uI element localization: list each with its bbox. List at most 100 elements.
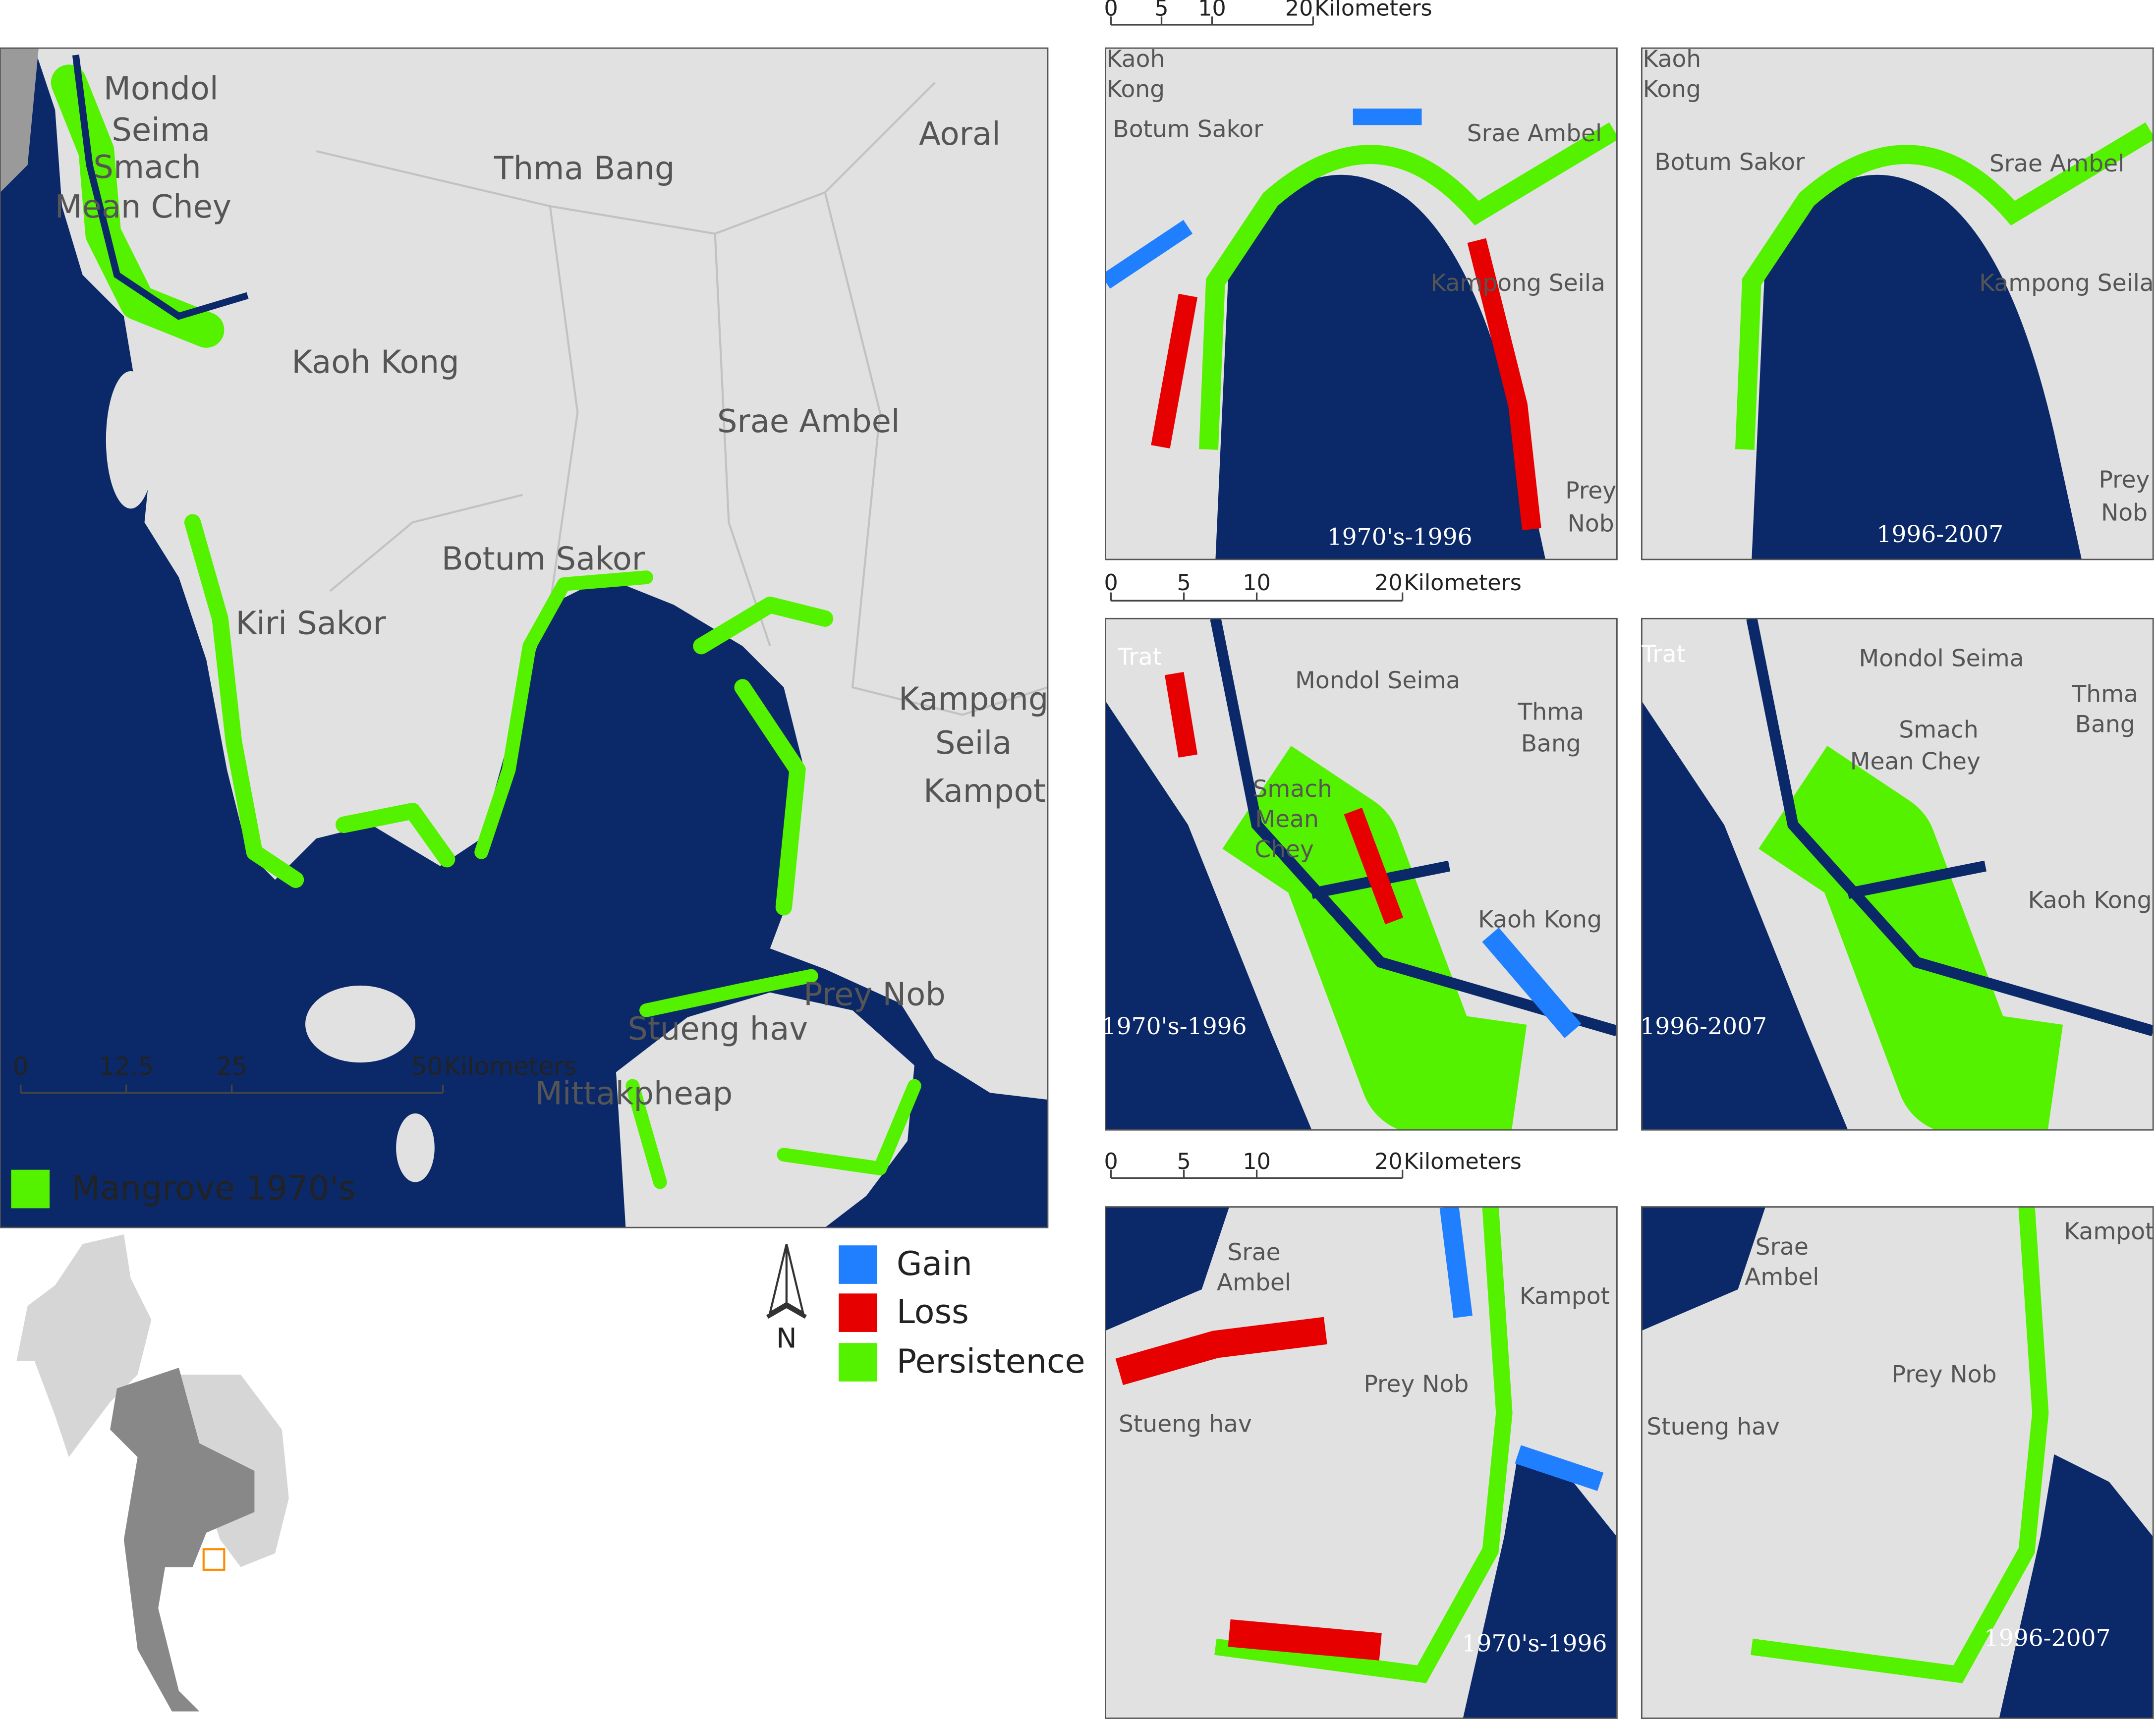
place-label: Mondol Seima: [1859, 645, 2024, 672]
mangrove: [1214, 1207, 1513, 1683]
place-label: Smach: [93, 149, 201, 186]
place-label: Srae: [1227, 1239, 1280, 1266]
period-label: 1996-2007: [1640, 1013, 1767, 1040]
place-label: Seima: [112, 112, 210, 149]
legend-label: Loss: [897, 1292, 969, 1331]
place-label: Bang: [2075, 711, 2135, 738]
scale-tick-label: 10: [1243, 570, 1270, 596]
scale-unit: Kilometers: [444, 1052, 576, 1081]
scale-bar: 0 12.5 25 50 Kilometers: [13, 1052, 576, 1094]
place-label: Botum Sakor: [1654, 149, 1805, 176]
place-label: Kampong: [899, 681, 1048, 718]
place-label: Kaoh: [1107, 46, 1165, 73]
panel-frame: [1641, 47, 2154, 560]
panel-frame: [1105, 47, 1618, 560]
place-label: Ambel: [1745, 1264, 1819, 1291]
place-label: Prey Nob: [1892, 1361, 1997, 1388]
place-label: Seila: [935, 725, 1012, 762]
place-label: Chey: [1254, 836, 1314, 863]
panel-frame: [1105, 617, 1618, 1131]
sea: [1642, 1207, 1765, 1331]
place-label: Srae Ambel: [717, 403, 900, 440]
place-label: Prey: [1565, 477, 1616, 504]
place-label: Smach: [1899, 717, 1979, 744]
place-label: Mittakpheap: [535, 1075, 733, 1112]
sea: [1215, 174, 1546, 560]
scale-tick-label: 5: [1177, 570, 1191, 596]
sea: [1105, 701, 1312, 1130]
mangrove: [1751, 1207, 2049, 1683]
legend-swatch: [839, 1343, 878, 1382]
study-area-box: [202, 1548, 226, 1571]
panel-map: [1642, 1207, 2154, 1719]
place-label: Kong: [1107, 76, 1165, 103]
period-label: 1970's-1996: [1102, 1013, 1247, 1040]
place-label: Thma: [2071, 681, 2138, 708]
place-label: Ambel: [1217, 1269, 1291, 1296]
change-panel: [1641, 1206, 2154, 1719]
panel-map: [1642, 618, 2154, 1130]
period-label: 1970's-1996: [1462, 1630, 1607, 1657]
scale-tick-label: 5: [1154, 0, 1168, 21]
place-label: Kaoh: [1643, 46, 1702, 73]
mangrove: [1199, 122, 1617, 450]
scale-tick-label: 0: [1104, 0, 1118, 21]
place-label: Trat: [1641, 641, 1686, 668]
scale-bar: 0 5 10 20 Kilometers: [1104, 1149, 1522, 1179]
scale-unit: Kilometers: [1314, 0, 1432, 21]
scale-tick-label: 25: [216, 1052, 248, 1081]
scale-tick-label: 10: [1243, 1149, 1270, 1174]
place-label: Kong: [1643, 76, 1701, 103]
scale-tick-label: 0: [1104, 1149, 1118, 1174]
sea: [1105, 1207, 1230, 1331]
scale-tick-label: 20: [1285, 0, 1313, 21]
scale-tick-label: 50: [411, 1052, 443, 1081]
place-label: Mondol: [104, 71, 219, 108]
panel-frame: [1641, 617, 2154, 1131]
legend-swatch: [839, 1245, 878, 1284]
panel-map: [1105, 48, 1617, 560]
main-map-frame: [0, 47, 1049, 1228]
place-label: Mean Chey: [1850, 748, 1981, 776]
place-label: Kaoh Kong: [291, 344, 459, 381]
place-label: Nob: [2101, 499, 2148, 526]
legend-label: Mangrove 1970's: [71, 1168, 355, 1207]
legend-label: Persistence: [897, 1342, 1085, 1381]
place-label: Kampong Seila: [1979, 270, 2154, 297]
island: [305, 985, 415, 1063]
place-label: Aoral: [919, 116, 1001, 153]
panel-map: [1105, 1207, 1617, 1719]
change-panel: [1105, 47, 1618, 560]
scale-tick-label: 20: [1374, 1149, 1402, 1174]
place-label: Stueng hav: [1646, 1413, 1780, 1441]
scale-tick-label: 10: [1198, 0, 1226, 21]
sea: [1463, 1454, 1617, 1719]
scale-bar: 0 5 10 20 Kilometers: [1104, 570, 1522, 602]
place-label: Srae Ambel: [1467, 120, 1602, 147]
main-map: [0, 48, 1048, 1228]
sea: [1999, 1454, 2154, 1719]
channels: [1746, 618, 2154, 1037]
place-label: Stueng hav: [627, 1011, 808, 1048]
place-label: Stueng hav: [1119, 1411, 1252, 1438]
panel-frame: [1105, 1206, 1618, 1719]
gain: [1439, 1207, 1604, 1491]
place-label: Mondol Seima: [1295, 667, 1460, 694]
mangrove: [1735, 122, 2154, 450]
locator-map: [16, 1234, 289, 1712]
legend-label: Gain: [897, 1244, 972, 1283]
place-label: Kampot: [1520, 1283, 1610, 1310]
place-label: Prey Nob: [803, 977, 946, 1013]
scale-tick-label: 0: [13, 1052, 29, 1081]
scale-tick-label: 0: [1104, 570, 1118, 596]
place-label: Bang: [1521, 730, 1581, 757]
scale-bar: 0 5 10 20 Kilometers: [1104, 0, 1432, 26]
panel-map: [1105, 618, 1617, 1130]
place-label: Kampong Seila: [1430, 270, 1605, 297]
scale-tick-label: 5: [1177, 1149, 1191, 1174]
place-label: Srae: [1756, 1233, 1809, 1261]
place-label: Kaoh Kong: [1478, 906, 1602, 934]
